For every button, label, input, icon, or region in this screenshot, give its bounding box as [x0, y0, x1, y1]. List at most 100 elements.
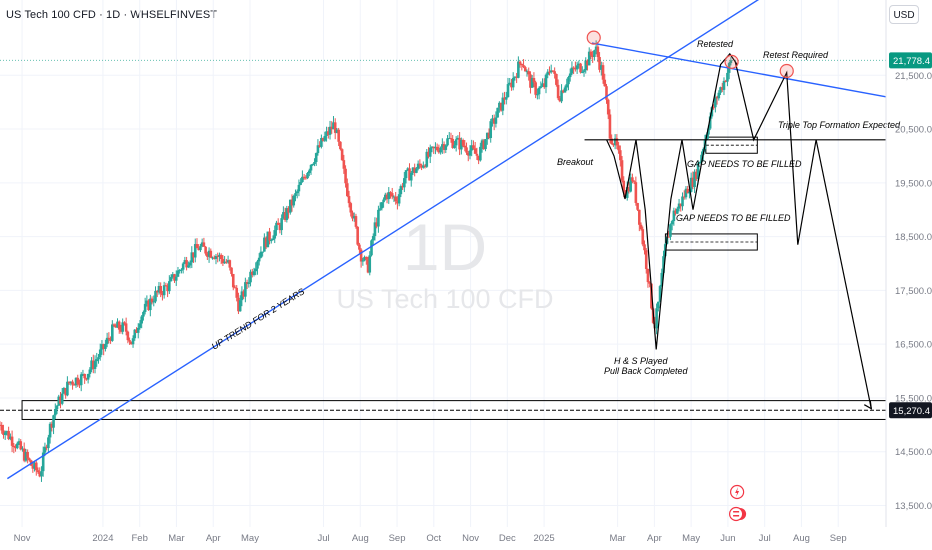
last-price-tag-bg: [889, 52, 932, 69]
candle-body: [517, 61, 520, 78]
candle-body: [219, 254, 223, 260]
candle-body: [449, 138, 453, 140]
x-tick-label: Sep: [389, 533, 406, 544]
x-tick-label: Dec: [499, 533, 516, 544]
candle-body: [537, 87, 541, 95]
candle-body: [541, 83, 544, 87]
candle-body: [556, 84, 560, 99]
candle-body: [333, 122, 337, 133]
candle-body: [288, 199, 292, 213]
candle-body: [48, 423, 52, 438]
candle-body: [439, 147, 442, 153]
candle-body: [689, 177, 693, 192]
candle-body: [53, 409, 57, 416]
candle-body: [593, 50, 596, 57]
candle-body: [677, 203, 681, 209]
candle-body: [257, 257, 261, 262]
candle-body: [612, 143, 615, 146]
candle-body: [143, 303, 147, 312]
x-tick-label: Nov: [462, 533, 479, 544]
candle-body: [290, 199, 294, 206]
candle-body: [228, 260, 232, 268]
candle-body: [133, 329, 137, 339]
candle-body: [121, 322, 124, 332]
candle-body: [632, 181, 636, 183]
candle-body: [691, 177, 695, 188]
candle-body: [252, 271, 256, 275]
candle-body: [520, 63, 524, 66]
candle-body: [206, 253, 209, 257]
candle-body: [620, 160, 624, 181]
candle-body: [539, 86, 543, 88]
candle-body: [561, 90, 565, 93]
candle-body: [451, 138, 455, 148]
candle-body: [21, 448, 24, 450]
candle-body: [496, 107, 499, 118]
candle-body: [518, 61, 522, 64]
candle-body: [406, 168, 410, 171]
candle-body: [570, 67, 574, 74]
candle-body: [159, 285, 162, 294]
candle-body: [506, 84, 510, 98]
retested-marker: [724, 54, 739, 69]
candle-body: [176, 270, 180, 277]
target-price-tag-bg: [889, 402, 932, 419]
candle-body: [157, 285, 161, 293]
y-tick-label: 19,500.0: [895, 178, 932, 189]
candle-body: [117, 321, 121, 330]
candle-body: [363, 256, 366, 261]
candle-body: [275, 222, 278, 231]
watermark-timeframe: 1D: [403, 210, 487, 284]
candle-body: [17, 441, 21, 444]
candle-body: [494, 117, 498, 124]
candle-body: [36, 470, 40, 473]
candle-body: [688, 191, 691, 194]
candle-body: [50, 423, 54, 428]
candle-body: [90, 360, 93, 370]
candle-body: [149, 298, 152, 311]
candle-body: [301, 176, 304, 183]
candle-body: [287, 208, 290, 213]
candle-body: [536, 94, 539, 96]
x-tick-label: 2025: [534, 533, 555, 544]
candle-body: [676, 208, 679, 214]
candle-body: [358, 244, 361, 250]
candle-body: [254, 268, 258, 272]
label-triple-top: Triple Top Formation Expected: [778, 120, 901, 130]
event-flag-icon[interactable]: [729, 506, 744, 522]
candle-body: [717, 92, 721, 99]
candle-body: [401, 186, 404, 188]
candle-body: [684, 188, 688, 198]
currency-button[interactable]: USD: [889, 5, 919, 24]
candle-body: [221, 259, 225, 264]
candle-body: [31, 465, 35, 469]
candle-body: [342, 160, 346, 169]
candle-body: [19, 441, 23, 450]
candle-body: [430, 146, 434, 148]
candle-body: [679, 203, 683, 207]
candle-body: [714, 96, 717, 108]
candle-body: [171, 274, 175, 278]
candle-body: [130, 341, 133, 345]
candle-body: [670, 221, 674, 225]
candle-body: [193, 244, 197, 258]
candle-body: [489, 121, 493, 139]
candle-body: [359, 249, 363, 262]
candle-body: [575, 65, 579, 70]
candle-body: [377, 209, 380, 227]
candle-body: [105, 337, 109, 344]
candle-body: [447, 138, 451, 140]
candle-body: [726, 72, 729, 82]
candle-body: [480, 140, 484, 147]
candle-body: [617, 145, 620, 151]
candle-body: [244, 282, 247, 297]
candle-body: [263, 237, 266, 252]
candle-body: [280, 218, 283, 231]
candle-body: [408, 168, 411, 181]
candle-body: [173, 274, 176, 281]
candle-body: [7, 431, 10, 440]
candle-body: [470, 145, 474, 151]
candle-body: [712, 107, 715, 109]
candle-body: [92, 360, 95, 369]
